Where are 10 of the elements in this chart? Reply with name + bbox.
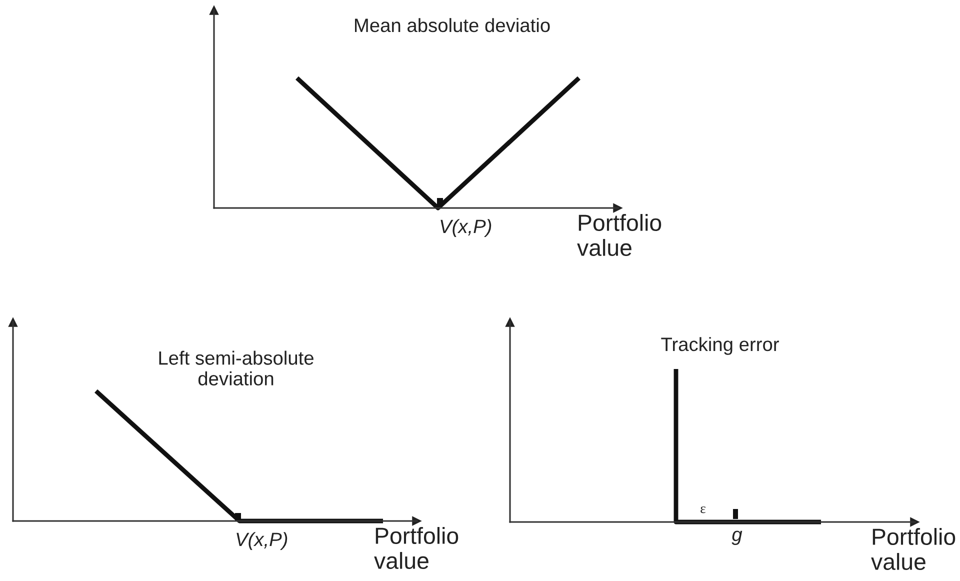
- x-axis-title: Portfolio value: [577, 214, 662, 256]
- text: V(x,P): [236, 532, 288, 550]
- x-axis-title: Portfolio value: [374, 527, 458, 570]
- x-axis-title: Portfolio value: [871, 528, 956, 570]
- chart-title: Tracking error: [661, 337, 779, 355]
- annotation: ε: [700, 506, 706, 514]
- chart-title: Mean absolute deviatio: [355, 18, 550, 32]
- text: g: [732, 530, 742, 545]
- chart-title: Left semi-absolute deviation: [159, 350, 314, 386]
- text: V(x,P): [440, 219, 492, 237]
